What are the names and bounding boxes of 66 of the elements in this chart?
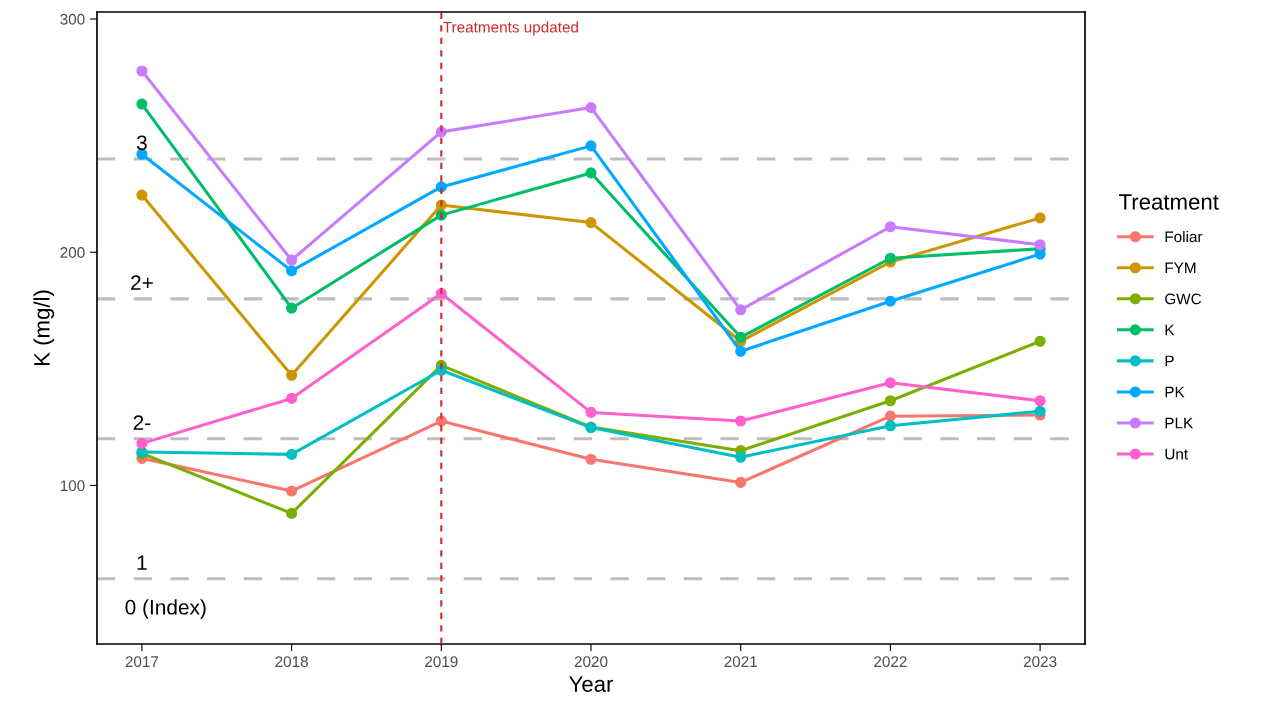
point bbox=[884, 395, 896, 407]
y-tick-label: 200 bbox=[60, 247, 85, 258]
legend-label: Foliar bbox=[1165, 230, 1203, 243]
y-tick-label: 100 bbox=[60, 480, 85, 492]
point bbox=[136, 65, 148, 77]
point bbox=[1034, 212, 1046, 224]
legend-title: Treatment bbox=[1119, 194, 1219, 210]
point bbox=[286, 265, 298, 277]
point bbox=[735, 476, 747, 488]
point bbox=[884, 295, 896, 307]
point bbox=[735, 415, 747, 427]
annotation: 1 bbox=[137, 555, 147, 570]
point bbox=[286, 369, 298, 381]
annotation: 2+ bbox=[131, 275, 153, 290]
annotation: 3 bbox=[136, 135, 147, 151]
point bbox=[286, 254, 298, 266]
point bbox=[136, 98, 148, 110]
point bbox=[286, 448, 298, 460]
point bbox=[1034, 335, 1046, 347]
legend-label: PK bbox=[1165, 386, 1185, 398]
legend-label: GWC bbox=[1165, 293, 1202, 305]
point bbox=[585, 453, 597, 465]
x-tick-label: 2018 bbox=[275, 656, 308, 668]
legend-label: PLK bbox=[1165, 417, 1194, 429]
point bbox=[735, 304, 747, 316]
point bbox=[1034, 239, 1046, 251]
x-tick-label: 2017 bbox=[125, 656, 159, 668]
x-tick-label: 2021 bbox=[724, 656, 757, 668]
annotation: 2- bbox=[133, 415, 151, 430]
point bbox=[435, 181, 447, 193]
point bbox=[286, 507, 298, 519]
point bbox=[884, 420, 896, 432]
point bbox=[286, 485, 298, 497]
point bbox=[735, 451, 747, 463]
legend-label: FYM bbox=[1165, 262, 1196, 274]
x-tick-label: 2023 bbox=[1023, 656, 1057, 668]
x-tick-label: 2019 bbox=[425, 656, 458, 668]
point bbox=[435, 126, 447, 138]
point bbox=[136, 189, 148, 201]
point bbox=[286, 302, 298, 314]
point bbox=[585, 406, 597, 418]
point bbox=[585, 102, 597, 114]
point bbox=[585, 140, 597, 152]
point bbox=[585, 167, 597, 179]
x-axis-title: Year bbox=[569, 676, 614, 692]
x-tick-label: 2020 bbox=[574, 656, 608, 668]
y-axis-title: K (mg/l) bbox=[33, 290, 55, 366]
point bbox=[884, 252, 896, 264]
point bbox=[1034, 395, 1046, 407]
point bbox=[1034, 405, 1046, 417]
point bbox=[136, 437, 148, 449]
point bbox=[735, 331, 747, 343]
x-tick-label: 2022 bbox=[874, 656, 907, 668]
legend-label: K bbox=[1165, 324, 1175, 336]
point bbox=[735, 345, 747, 357]
point bbox=[286, 392, 298, 404]
point bbox=[1034, 248, 1046, 260]
ref-line-label: Treatments updated bbox=[443, 21, 578, 36]
point bbox=[884, 377, 896, 389]
point bbox=[585, 217, 597, 229]
legend-label: P bbox=[1165, 355, 1174, 367]
point bbox=[884, 410, 896, 422]
y-tick-label: 300 bbox=[60, 13, 85, 25]
point bbox=[884, 221, 896, 233]
legend-label: Unt bbox=[1165, 448, 1189, 460]
annotation: 0 (Index) bbox=[125, 599, 206, 619]
